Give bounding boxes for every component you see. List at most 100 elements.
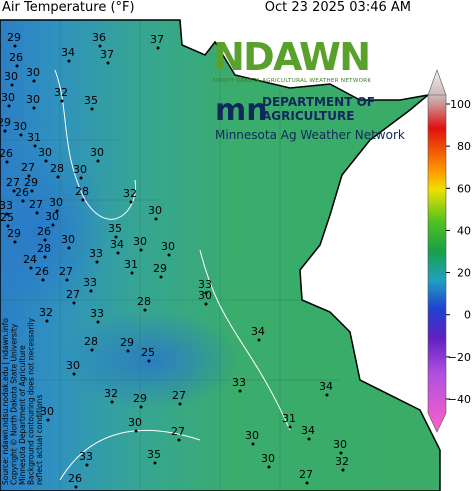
station-value: 27	[29, 198, 43, 211]
station-dot	[43, 255, 47, 259]
network-name: Minnesota Ag Weather Network	[215, 128, 405, 142]
station-value: 26	[37, 225, 51, 238]
station-dot	[177, 438, 181, 442]
ndawn-logo: NDAWN	[213, 35, 371, 79]
station-value: 25	[141, 346, 155, 359]
station-dot	[159, 275, 163, 279]
station-value: 27	[299, 468, 313, 481]
timestamp: Oct 23 2025 03:46 AM	[265, 0, 411, 15]
station-value: 33	[90, 307, 104, 320]
station-value: 37	[100, 48, 114, 61]
station-dot	[288, 425, 292, 429]
source-line: reflect actual conditions	[35, 395, 44, 485]
station-dot	[139, 405, 143, 409]
station-value: 37	[150, 33, 164, 46]
station-dot	[106, 61, 110, 65]
station-value: 30	[148, 204, 162, 217]
station-value: 32	[335, 455, 349, 468]
station-value: 27	[59, 265, 73, 278]
station-value: 30	[4, 70, 18, 83]
station-value: 29	[24, 176, 38, 189]
station-dot	[154, 217, 158, 221]
station-dot	[41, 278, 45, 282]
station-dot	[156, 46, 160, 50]
station-dot	[339, 451, 343, 455]
station-dot	[6, 224, 10, 228]
station-dot	[74, 485, 78, 489]
station-dot	[21, 199, 25, 203]
station-dot	[7, 104, 11, 108]
station-value: 30	[61, 233, 75, 246]
source-line: Copyright © North Dakota State Universit…	[10, 323, 19, 485]
station-dot	[130, 271, 134, 275]
station-value: 32	[123, 187, 137, 200]
station-dot	[81, 198, 85, 202]
station-value: 30	[13, 120, 27, 133]
source-line: Background contouring does not necessari…	[27, 317, 36, 485]
station-value: 34	[61, 46, 75, 59]
station-value: 30	[245, 429, 259, 442]
station-value: 30	[198, 289, 212, 302]
station-value: 30	[26, 66, 40, 79]
station-value: 36	[92, 31, 106, 44]
station-value: 31	[27, 131, 41, 144]
station-dot	[60, 99, 64, 103]
station-dot	[72, 301, 76, 305]
station-value: 32	[39, 306, 53, 319]
station-value: 26	[9, 51, 23, 64]
station-value: 28	[50, 162, 64, 175]
station-value: 30	[45, 210, 59, 223]
station-dot	[5, 212, 9, 216]
station-dot	[46, 418, 50, 422]
station-value: 30	[1, 91, 15, 104]
station-value: 27	[171, 425, 185, 438]
station-value: 28	[137, 295, 151, 308]
station-value: 31	[282, 412, 296, 425]
station-dot	[33, 144, 37, 148]
station-value: 26	[68, 472, 82, 485]
station-value: 33	[198, 278, 212, 291]
station-value: 30	[261, 452, 275, 465]
station-value: 26	[0, 147, 13, 160]
station-value: 28	[37, 242, 51, 255]
station-value: 30	[333, 438, 347, 451]
station-value: 35	[84, 94, 98, 107]
station-value: 31	[124, 258, 138, 271]
source-line: Source: ndawn.ndsu.nodak.edu | ndawn.inf…	[1, 318, 10, 485]
station-dot	[139, 248, 143, 252]
station-value: 33	[232, 376, 246, 389]
station-dot	[96, 320, 100, 324]
station-dot	[116, 251, 120, 255]
station-dot	[98, 44, 102, 48]
colorbar	[427, 69, 447, 433]
colorbar-tick-label: 0	[464, 309, 471, 322]
station-dot	[204, 291, 208, 295]
station-value: 30	[38, 146, 52, 159]
station-value: 30	[133, 235, 147, 248]
station-dot	[153, 461, 157, 465]
station-value: 27	[66, 288, 80, 301]
station-value: 30	[161, 240, 175, 253]
station-dot	[19, 133, 23, 137]
station-value: 27	[21, 161, 35, 174]
station-dot	[257, 338, 261, 342]
station-dot	[35, 211, 39, 215]
station-value: 34	[319, 380, 333, 393]
station-value: 29	[0, 116, 11, 129]
station-dot	[341, 468, 345, 472]
colorbar-tick-label: 80	[457, 140, 471, 153]
station-value: 35	[108, 222, 122, 235]
station-dot	[29, 266, 33, 270]
station-dot	[43, 238, 47, 242]
mda-line2: AGRICULTURE	[262, 109, 354, 123]
station-value: 30	[49, 196, 63, 209]
station-dot	[134, 429, 138, 433]
source-notes: Source: ndawn.ndsu.nodak.edu | ndawn.inf…	[1, 317, 44, 485]
station-dot	[45, 319, 49, 323]
station-dot	[96, 159, 100, 163]
station-dot	[126, 349, 130, 353]
station-value: 29	[153, 262, 167, 275]
station-value: 29	[7, 31, 21, 44]
station-dot	[305, 481, 309, 485]
station-value: 29	[120, 336, 134, 349]
